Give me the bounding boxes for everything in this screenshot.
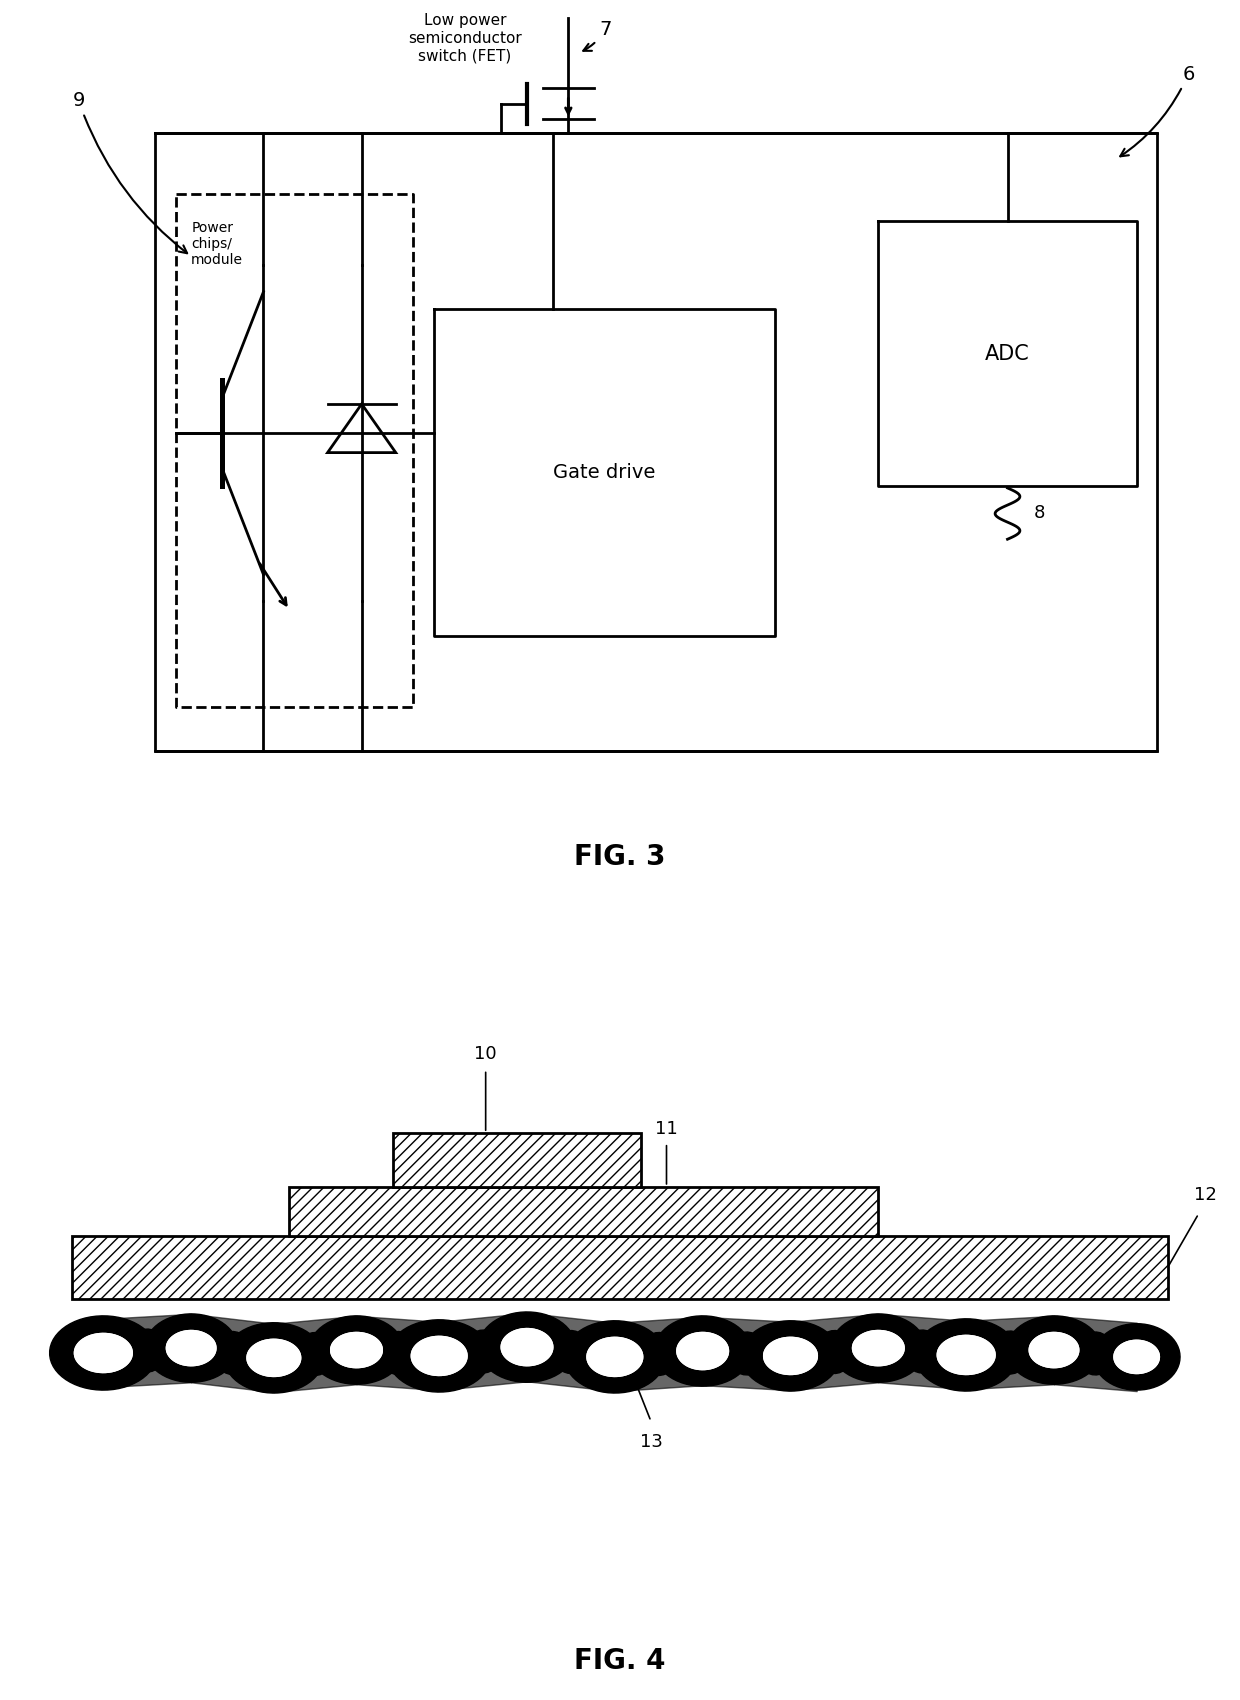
Polygon shape <box>309 1316 404 1384</box>
Text: 8: 8 <box>1033 503 1045 522</box>
Polygon shape <box>331 1333 382 1367</box>
Polygon shape <box>937 1336 994 1375</box>
Polygon shape <box>166 1331 216 1365</box>
Polygon shape <box>296 1333 334 1375</box>
Text: 12: 12 <box>1193 1187 1216 1204</box>
Text: 9: 9 <box>72 92 187 253</box>
Polygon shape <box>1029 1333 1079 1367</box>
Polygon shape <box>74 1333 133 1372</box>
Polygon shape <box>853 1331 904 1365</box>
Polygon shape <box>1094 1324 1180 1391</box>
Polygon shape <box>677 1333 729 1370</box>
Polygon shape <box>904 1329 941 1374</box>
Polygon shape <box>501 1329 553 1365</box>
Polygon shape <box>1007 1316 1101 1384</box>
Bar <box>289 1187 878 1236</box>
Polygon shape <box>224 1323 324 1392</box>
Bar <box>393 1134 641 1187</box>
Polygon shape <box>465 1329 502 1374</box>
Text: 6: 6 <box>1120 65 1194 156</box>
Polygon shape <box>247 1340 300 1377</box>
Text: FIG. 3: FIG. 3 <box>574 843 666 872</box>
Polygon shape <box>1076 1333 1114 1375</box>
Polygon shape <box>166 1331 216 1365</box>
Polygon shape <box>677 1333 729 1370</box>
Text: Low power
semiconductor
switch (FET): Low power semiconductor switch (FET) <box>408 14 522 63</box>
Polygon shape <box>553 1331 589 1374</box>
Polygon shape <box>74 1333 133 1372</box>
Polygon shape <box>129 1329 166 1372</box>
Polygon shape <box>742 1321 841 1391</box>
Polygon shape <box>388 1319 491 1392</box>
Polygon shape <box>379 1331 417 1375</box>
Text: 7: 7 <box>583 20 611 51</box>
Polygon shape <box>640 1333 677 1375</box>
Text: 10: 10 <box>475 1046 497 1062</box>
Polygon shape <box>992 1331 1029 1374</box>
Polygon shape <box>215 1331 250 1375</box>
Polygon shape <box>655 1316 751 1385</box>
Polygon shape <box>331 1333 382 1367</box>
Polygon shape <box>50 1316 157 1391</box>
Polygon shape <box>501 1329 553 1365</box>
Polygon shape <box>587 1338 642 1377</box>
Polygon shape <box>1114 1340 1159 1374</box>
Polygon shape <box>564 1321 666 1392</box>
Text: Gate drive: Gate drive <box>553 464 656 483</box>
Polygon shape <box>145 1314 238 1382</box>
Polygon shape <box>831 1314 926 1382</box>
Polygon shape <box>764 1338 817 1375</box>
Polygon shape <box>853 1331 904 1365</box>
Polygon shape <box>1029 1333 1079 1367</box>
Polygon shape <box>479 1312 575 1382</box>
Polygon shape <box>1114 1340 1159 1374</box>
Polygon shape <box>915 1319 1018 1391</box>
Polygon shape <box>937 1336 994 1375</box>
Polygon shape <box>728 1333 765 1375</box>
Polygon shape <box>412 1336 467 1375</box>
Polygon shape <box>816 1331 853 1374</box>
Polygon shape <box>412 1336 467 1375</box>
Bar <box>393 1134 641 1187</box>
Text: ADC: ADC <box>985 343 1030 364</box>
Text: 13: 13 <box>640 1433 662 1452</box>
Bar <box>289 1187 878 1236</box>
Text: Power
chips/
module: Power chips/ module <box>191 221 243 267</box>
Bar <box>72 1236 1168 1299</box>
Polygon shape <box>587 1338 642 1377</box>
Bar <box>72 1236 1168 1299</box>
Polygon shape <box>247 1340 300 1377</box>
Text: FIG. 4: FIG. 4 <box>574 1647 666 1674</box>
Polygon shape <box>764 1338 817 1375</box>
Text: 11: 11 <box>655 1120 678 1137</box>
